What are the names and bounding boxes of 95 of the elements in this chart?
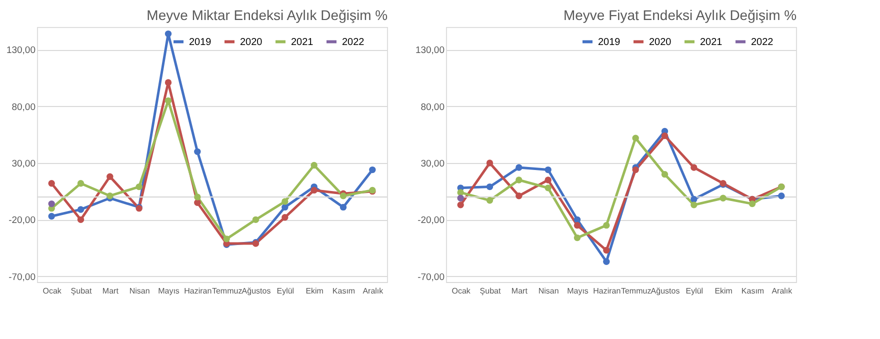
point bbox=[194, 194, 201, 200]
point bbox=[164, 97, 172, 104]
x-tick-label: Haziran bbox=[184, 286, 212, 296]
x-tick-label: Ocak bbox=[452, 286, 472, 296]
point bbox=[194, 199, 201, 206]
x-tick-label: Haziran bbox=[593, 286, 621, 296]
chart-title: Meyve Miktar Endeksi Aylık Değişim % bbox=[146, 7, 388, 23]
point bbox=[136, 183, 142, 190]
y-tick-label: 130,00 bbox=[415, 45, 444, 56]
point bbox=[369, 166, 376, 174]
point bbox=[516, 164, 522, 171]
x-tick-label: Ekim bbox=[306, 286, 324, 296]
legend-label: 2019 bbox=[598, 36, 621, 48]
legend-label: 2022 bbox=[751, 36, 774, 48]
point bbox=[223, 236, 230, 242]
x-tick-label: Kasım bbox=[332, 286, 356, 296]
y-tick-label: -70,00 bbox=[418, 272, 444, 283]
x-tick-label: Mayıs bbox=[158, 286, 180, 296]
x-tick-label: Nisan bbox=[129, 286, 150, 296]
legend-label: 2022 bbox=[342, 36, 365, 48]
point bbox=[282, 198, 288, 205]
x-tick-label: Kasım bbox=[741, 286, 764, 296]
x-tick-label: Ocak bbox=[42, 286, 62, 296]
point bbox=[544, 166, 552, 174]
point bbox=[340, 204, 347, 211]
point bbox=[574, 222, 581, 229]
point bbox=[632, 134, 639, 142]
x-tick-label: Ağustos bbox=[242, 286, 271, 296]
point bbox=[661, 170, 668, 178]
point bbox=[748, 200, 756, 208]
y-tick-label: 130,00 bbox=[6, 45, 36, 56]
x-tick-label: Şubat bbox=[70, 286, 92, 296]
x-tick-label: Mayıs bbox=[567, 286, 588, 296]
point bbox=[720, 194, 726, 202]
point bbox=[77, 206, 84, 213]
x-tick-label: Ekim bbox=[714, 286, 733, 296]
y-tick-label: 80,00 bbox=[12, 102, 36, 113]
point bbox=[457, 189, 464, 196]
point bbox=[603, 222, 610, 229]
y-tick-label: -20,00 bbox=[8, 215, 36, 226]
y-tick-label: 80,00 bbox=[420, 102, 444, 113]
point bbox=[48, 180, 55, 187]
legend-label: 2021 bbox=[291, 36, 314, 48]
point bbox=[690, 196, 698, 203]
point bbox=[486, 160, 494, 166]
point bbox=[77, 180, 84, 187]
point bbox=[48, 200, 55, 208]
point bbox=[252, 216, 260, 224]
x-tick-label: Mart bbox=[511, 286, 528, 296]
point bbox=[574, 234, 581, 242]
y-tick-label: 30,00 bbox=[420, 158, 444, 170]
point bbox=[574, 216, 581, 224]
point bbox=[164, 79, 172, 86]
legend-label: 2020 bbox=[649, 36, 672, 48]
point bbox=[194, 148, 201, 156]
point bbox=[48, 212, 55, 220]
y-tick-label: -20,00 bbox=[418, 215, 444, 226]
point bbox=[661, 132, 668, 140]
point bbox=[457, 202, 464, 208]
y-tick-label: -70,00 bbox=[8, 272, 36, 283]
chart-title: Meyve Fiyat Endeksi Aylık Değişim % bbox=[563, 7, 797, 23]
x-tick-label: Temmuz bbox=[212, 286, 242, 296]
x-tick-label: Eylül bbox=[276, 286, 294, 296]
point bbox=[310, 186, 318, 194]
point bbox=[486, 197, 494, 204]
y-tick-label: 30,00 bbox=[12, 158, 36, 170]
x-tick-label: Ağustos bbox=[650, 286, 680, 296]
point bbox=[310, 162, 318, 169]
point bbox=[632, 166, 639, 174]
x-tick-label: Aralık bbox=[362, 286, 384, 296]
point bbox=[690, 164, 698, 171]
point bbox=[486, 183, 494, 190]
legend-label: 2019 bbox=[189, 36, 212, 48]
x-tick-label: Nisan bbox=[538, 286, 559, 296]
point bbox=[544, 176, 552, 184]
point bbox=[690, 202, 698, 208]
point bbox=[164, 30, 172, 38]
point bbox=[106, 173, 114, 180]
x-tick-label: Mart bbox=[102, 286, 120, 296]
x-tick-label: Eylül bbox=[686, 286, 704, 296]
legend-label: 2021 bbox=[700, 36, 723, 48]
legend-label: 2020 bbox=[240, 36, 263, 48]
point bbox=[516, 192, 522, 200]
point bbox=[77, 216, 84, 224]
point bbox=[282, 214, 288, 221]
x-tick-label: Aralık bbox=[772, 286, 794, 296]
point bbox=[340, 192, 347, 200]
point bbox=[603, 258, 610, 265]
x-tick-label: Şubat bbox=[480, 286, 502, 296]
point bbox=[516, 176, 522, 184]
point bbox=[282, 204, 288, 211]
point bbox=[778, 192, 785, 200]
x-tick-label: Temmuz bbox=[620, 286, 652, 296]
point bbox=[603, 246, 610, 254]
point bbox=[544, 184, 552, 192]
